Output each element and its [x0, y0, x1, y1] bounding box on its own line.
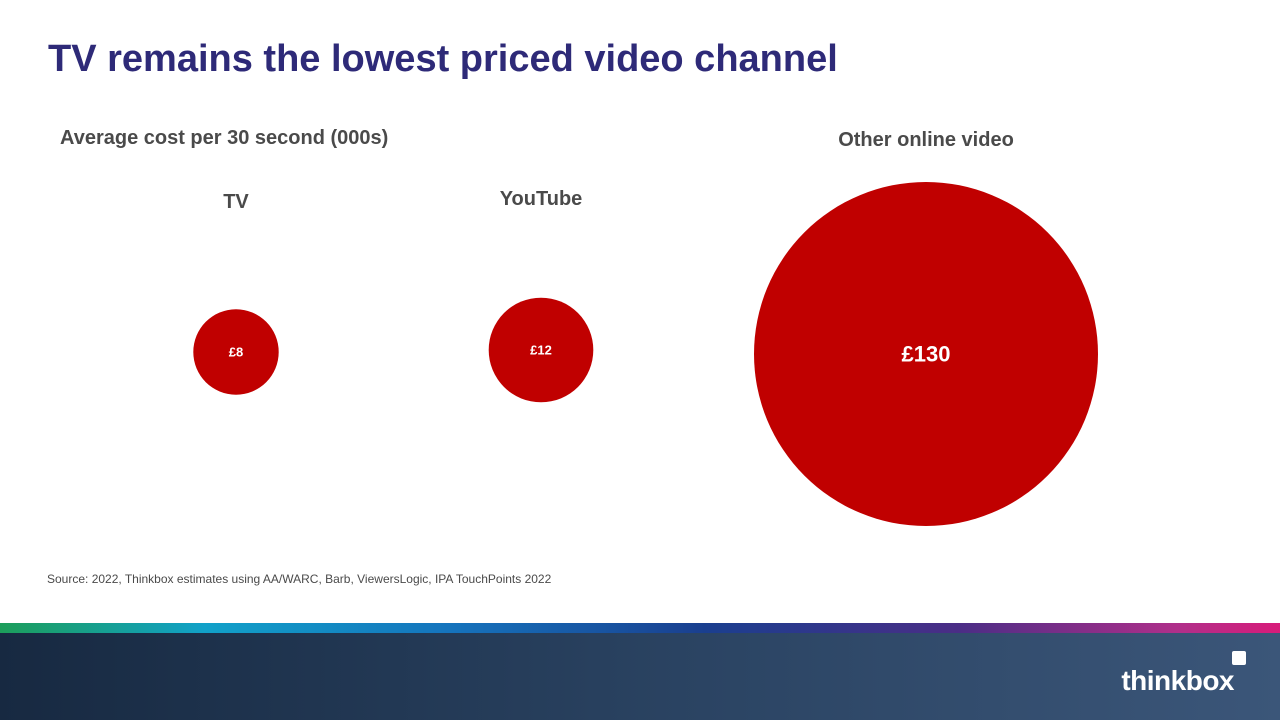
bubble-value-label: £130 — [902, 342, 951, 367]
bubble-value-label: £12 — [530, 343, 552, 358]
bubble — [193, 309, 279, 395]
source-note: Source: 2022, Thinkbox estimates using A… — [47, 572, 552, 586]
logo-square-icon — [1232, 651, 1246, 665]
chart-subtitle: Average cost per 30 second (000s) — [60, 127, 389, 149]
category-label: Other online video — [838, 129, 1014, 151]
page-title: TV remains the lowest priced video chann… — [48, 38, 838, 80]
bubble-chart: TV £8 YouTube £12 Other online video £130 — [193, 129, 1098, 526]
bubble — [754, 182, 1098, 526]
category-label: YouTube — [500, 188, 583, 210]
footer-bar: thinkbox — [0, 633, 1280, 720]
bubble-value-label: £8 — [229, 345, 243, 360]
bubble — [488, 297, 594, 403]
category-label: TV — [223, 191, 249, 213]
gradient-strip — [0, 623, 1280, 633]
logo-wordmark: thinkbox — [1121, 665, 1234, 696]
